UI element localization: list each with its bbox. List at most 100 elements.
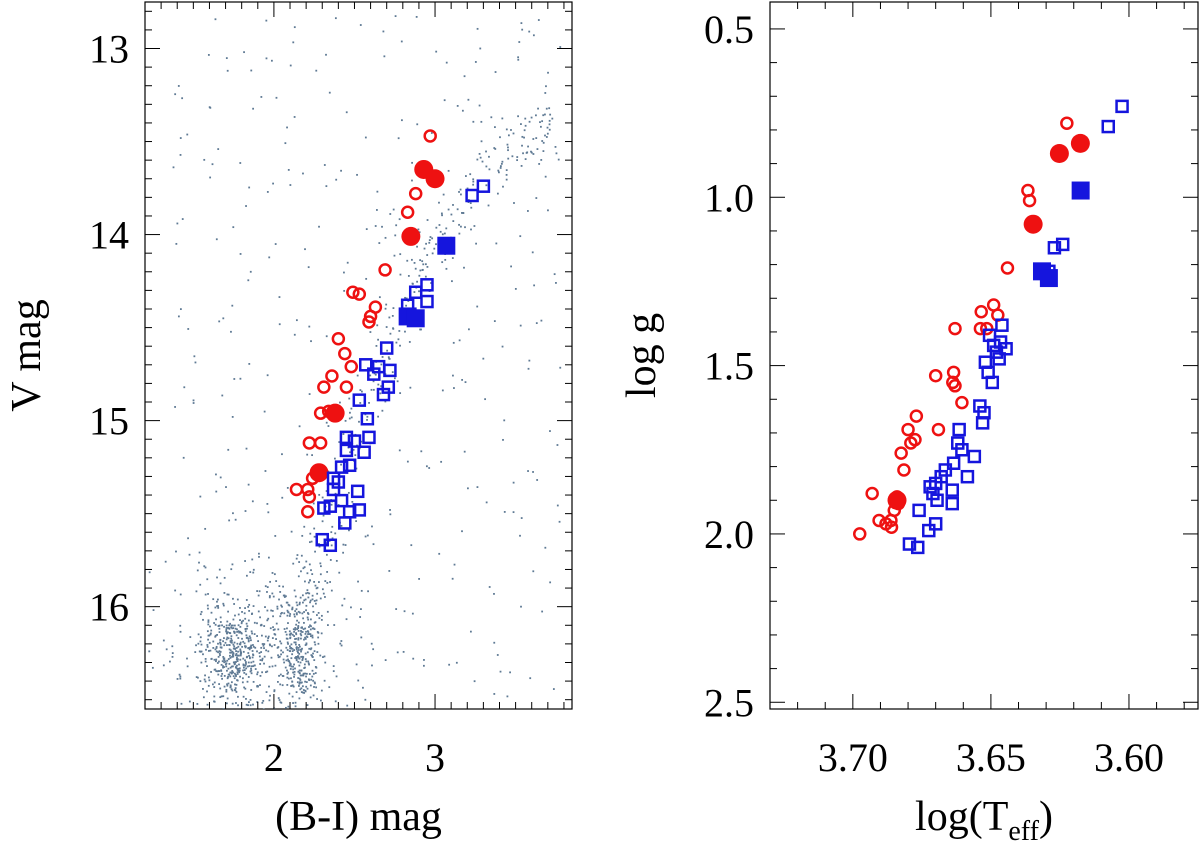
field-star-point (393, 254, 396, 257)
open-square-point (912, 503, 926, 518)
field-star-point (235, 652, 238, 655)
field-star-point (294, 656, 297, 659)
open-square-point (1101, 119, 1116, 134)
field-star-point (301, 711, 303, 713)
field-star-point (250, 672, 253, 675)
field-star-point (241, 681, 244, 684)
field-star-point (326, 571, 329, 573)
field-star-point (314, 584, 317, 587)
field-star-point (556, 444, 559, 446)
filled-circle-point (425, 169, 445, 189)
field-star-point (317, 642, 320, 645)
field-star-point (305, 635, 308, 638)
field-star-point (348, 417, 351, 420)
field-star-point (252, 748, 254, 750)
field-star-point (275, 622, 278, 625)
field-star-point (261, 671, 264, 674)
field-star-point (226, 620, 229, 623)
field-star-point (297, 656, 300, 659)
field-star-point (270, 59, 273, 62)
field-star-point (245, 205, 247, 207)
field-star-point (448, 663, 451, 666)
field-star-point (229, 686, 232, 689)
field-star-point (229, 654, 231, 657)
field-star-point (366, 418, 368, 421)
field-star-point (236, 656, 238, 659)
field-star-point (220, 669, 223, 672)
field-star-point (292, 685, 295, 688)
field-star-point (280, 612, 282, 615)
field-star-point (287, 611, 290, 614)
field-star-point (329, 581, 331, 583)
field-star-point (219, 696, 222, 699)
field-star-point (234, 654, 237, 657)
field-star-point (304, 598, 307, 601)
field-star-point (259, 624, 262, 627)
field-star-point (466, 187, 469, 190)
field-star-point (388, 316, 391, 319)
field-star-point (221, 394, 224, 397)
field-star-point (301, 647, 303, 650)
field-star-point (319, 699, 322, 702)
field-star-point (309, 628, 312, 631)
field-star-point (386, 349, 389, 352)
field-star-point (297, 637, 300, 639)
field-star-point (383, 55, 386, 58)
field-star-point (215, 670, 218, 673)
x-axis-title: (B-I) mag (275, 794, 442, 840)
field-star-point (281, 684, 284, 687)
field-star-point (532, 471, 534, 473)
field-star-point (445, 227, 448, 230)
field-star-point (346, 261, 349, 264)
field-star-point (334, 743, 336, 745)
field-star-point (219, 476, 222, 479)
open-square-point (338, 516, 352, 530)
field-star-point (553, 273, 556, 276)
field-star-point (472, 180, 475, 183)
field-star-point (266, 609, 269, 612)
open-square-point (376, 387, 391, 402)
field-star-point (244, 646, 247, 649)
field-star-point (306, 589, 309, 592)
field-star-point (309, 624, 311, 627)
open-circle-point (313, 436, 328, 450)
field-star-point (231, 702, 234, 705)
field-star-point (196, 703, 199, 705)
field-star-point (177, 315, 180, 318)
field-star-point (392, 327, 394, 330)
field-star-point (252, 568, 255, 571)
field-star-point (232, 652, 235, 654)
field-star-point (306, 651, 309, 654)
field-star-point (224, 712, 226, 714)
field-star-point (406, 259, 409, 262)
field-star-point (245, 667, 248, 670)
field-star-point (378, 296, 381, 299)
field-star-point (244, 664, 247, 667)
field-star-point (299, 688, 302, 691)
field-star-point (263, 643, 266, 645)
field-star-point (269, 644, 271, 647)
field-star-point (273, 689, 276, 692)
field-star-point (277, 628, 280, 631)
field-star-point (232, 618, 235, 621)
field-star-point (310, 569, 312, 572)
field-star-point (179, 137, 182, 139)
field-star-point (222, 604, 225, 607)
field-star-point (548, 123, 551, 126)
field-star-point (258, 552, 260, 555)
field-star-point (291, 721, 293, 723)
field-star-point (456, 208, 459, 211)
field-star-point (235, 683, 238, 686)
field-star-point (294, 628, 297, 631)
field-star-point (476, 305, 479, 308)
field-star-point (313, 527, 316, 530)
field-star-point (216, 662, 219, 664)
field-star-point (528, 30, 531, 33)
field-star-point (246, 627, 248, 630)
field-star-point (320, 614, 323, 617)
field-star-point (472, 178, 475, 181)
field-star-point (401, 119, 403, 122)
open-square-point (985, 375, 1000, 390)
open-square-point (352, 393, 367, 407)
field-star-point (314, 672, 317, 674)
